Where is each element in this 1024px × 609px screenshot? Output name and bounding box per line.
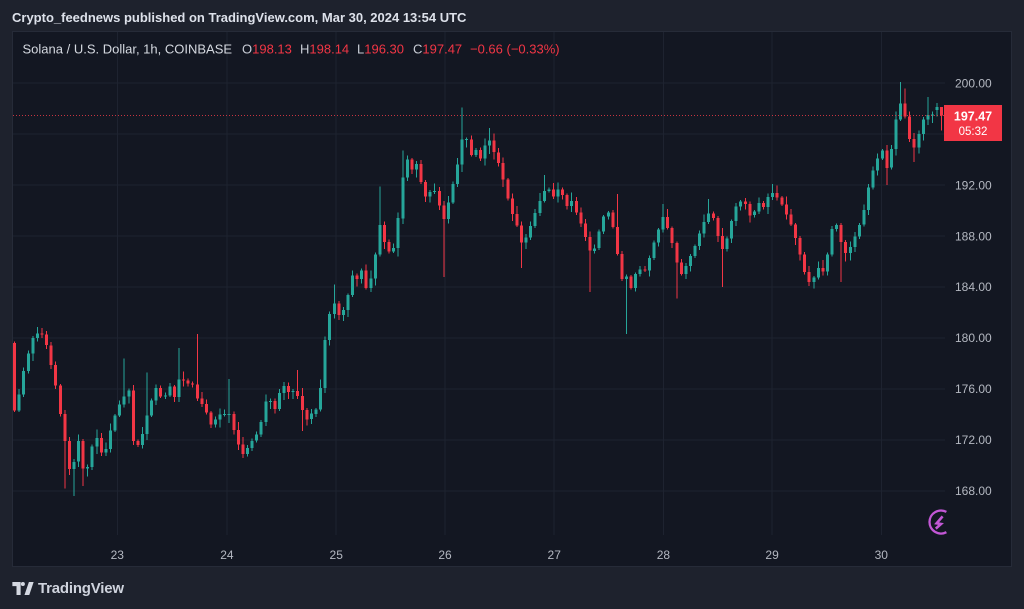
- svg-text:24: 24: [220, 548, 234, 562]
- svg-text:192.00: 192.00: [955, 178, 992, 192]
- svg-text:26: 26: [438, 548, 452, 562]
- svg-text:05:32: 05:32: [959, 126, 988, 138]
- svg-text:H198.14: H198.14: [300, 42, 349, 57]
- svg-text:Solana / U.S. Dollar, 1h, COIN: Solana / U.S. Dollar, 1h, COINBASE: [23, 42, 233, 57]
- svg-text:−0.66 (−0.33%): −0.66 (−0.33%): [470, 42, 560, 57]
- svg-text:29: 29: [765, 548, 779, 562]
- svg-text:30: 30: [875, 548, 889, 562]
- svg-text:L196.30: L196.30: [357, 42, 404, 57]
- svg-text:184.00: 184.00: [955, 280, 992, 294]
- svg-text:28: 28: [657, 548, 671, 562]
- svg-text:C197.47: C197.47: [413, 42, 462, 57]
- svg-text:O198.13: O198.13: [242, 42, 292, 57]
- svg-text:25: 25: [330, 548, 344, 562]
- svg-text:23: 23: [111, 548, 125, 562]
- svg-text:197.47: 197.47: [954, 110, 992, 124]
- svg-text:200.00: 200.00: [955, 76, 992, 90]
- svg-text:168.00: 168.00: [955, 484, 992, 498]
- svg-text:176.00: 176.00: [955, 382, 992, 396]
- svg-text:27: 27: [548, 548, 562, 562]
- svg-text:180.00: 180.00: [955, 331, 992, 345]
- svg-text:188.00: 188.00: [955, 229, 992, 243]
- svg-text:172.00: 172.00: [955, 433, 992, 447]
